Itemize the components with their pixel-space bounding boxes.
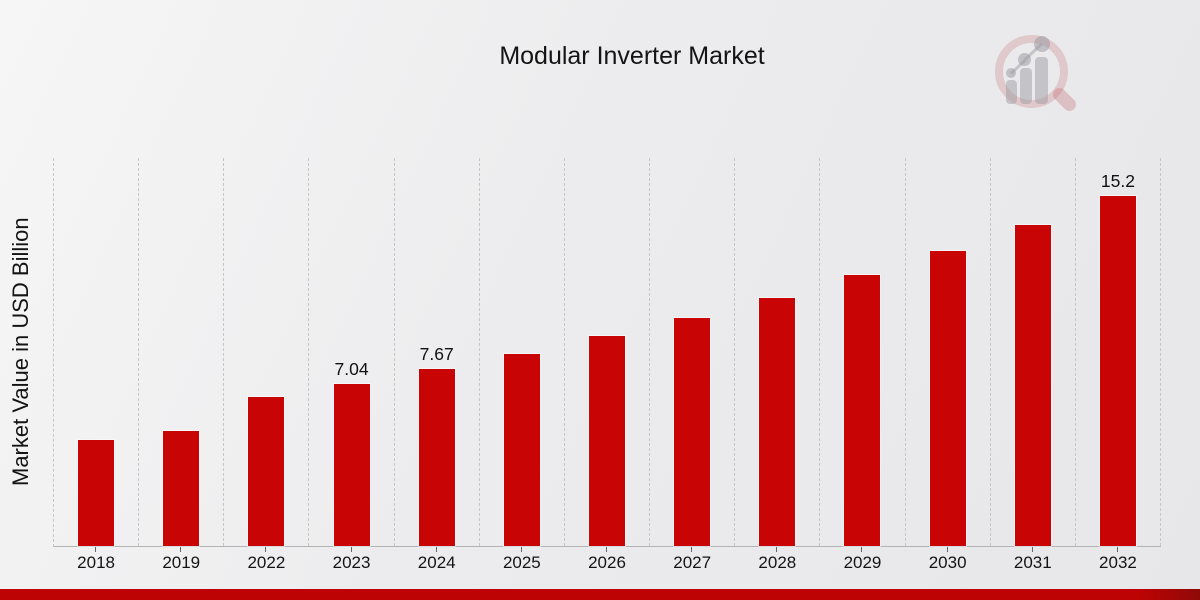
x-axis-label: 2028: [758, 553, 797, 572]
logo-bar-icon: [1035, 57, 1048, 104]
x-axis-label: 2026: [588, 553, 626, 572]
x-axis-label: 2029: [843, 553, 882, 572]
chart-title: Modular Inverter Market: [499, 42, 765, 70]
x-axis-tick: [350, 547, 352, 552]
chart-column: 2022: [224, 158, 310, 572]
x-axis-tick: [265, 547, 267, 552]
magnifier-ring-icon: [995, 35, 1068, 108]
x-axis-tick: [180, 547, 182, 552]
x-axis-tick: [946, 547, 948, 552]
chart-column: 2029: [820, 158, 906, 572]
bar: [333, 384, 370, 546]
x-axis-tick: [776, 547, 778, 552]
bar: [503, 354, 540, 546]
chart-column: 2030: [906, 158, 991, 572]
x-axis-tick: [435, 547, 437, 552]
trend-dot-icon: [1034, 36, 1050, 52]
bar-value-label: 15.2: [1100, 171, 1135, 191]
bar: [78, 440, 115, 546]
logo-bar-icon: [1006, 80, 1017, 104]
x-axis-label: 2019: [162, 553, 201, 572]
x-axis-label: 2025: [502, 553, 541, 572]
chart-column: 2018: [54, 158, 140, 572]
bar: [248, 397, 285, 546]
x-axis-label: 2022: [247, 553, 286, 572]
x-axis-label: 2030: [928, 553, 967, 572]
chart-column: 15.2 2032: [1076, 158, 1162, 572]
x-axis-tick: [861, 547, 863, 552]
plot-area: 2018 2019 2022 7.04 2023 7.67 2024: [53, 158, 1162, 572]
chart-column: 2019: [139, 158, 225, 572]
chart-column: 2027: [650, 158, 736, 572]
chart-column: 2028: [735, 158, 821, 572]
trend-dot-icon: [1018, 53, 1031, 66]
x-axis-label: 2023: [332, 553, 371, 572]
bar: [1099, 196, 1136, 546]
x-axis-tick: [1031, 547, 1033, 552]
bar: [1014, 225, 1051, 546]
chart-column: 2025: [480, 158, 565, 572]
market-research-watermark-logo: [995, 35, 1105, 120]
bar: [163, 431, 200, 546]
chart-column: 7.04 2023: [309, 158, 395, 572]
chart-column: 2026: [565, 158, 651, 572]
bottom-red-band: [0, 589, 1200, 600]
bar-value-label: 7.67: [419, 344, 454, 364]
x-axis-tick: [691, 547, 693, 552]
bar: [759, 298, 796, 546]
x-axis-tick: [520, 547, 522, 552]
trend-dot-icon: [1006, 68, 1016, 78]
x-axis-label: 2032: [1099, 553, 1137, 572]
x-axis-label: 2031: [1013, 553, 1052, 572]
x-axis-tick: [1116, 547, 1118, 552]
chart-column: 2031: [991, 158, 1076, 572]
x-axis-tick: [95, 547, 97, 552]
bar: [929, 251, 966, 546]
x-axis-label: 2018: [77, 553, 115, 572]
bar: [674, 318, 711, 546]
x-axis-tick: [606, 547, 608, 552]
bar: [844, 275, 881, 546]
x-axis-label: 2024: [417, 553, 456, 572]
bar: [589, 336, 626, 546]
bar-value-label: 7.04: [334, 359, 369, 379]
y-axis-title: Market Value in USD Billion: [8, 217, 33, 487]
logo-bar-icon: [1020, 68, 1032, 104]
magnifier-handle-icon: [1050, 85, 1079, 114]
x-axis-label: 2027: [673, 553, 712, 572]
chart-column: 7.67 2024: [395, 158, 480, 572]
bar: [418, 369, 455, 546]
